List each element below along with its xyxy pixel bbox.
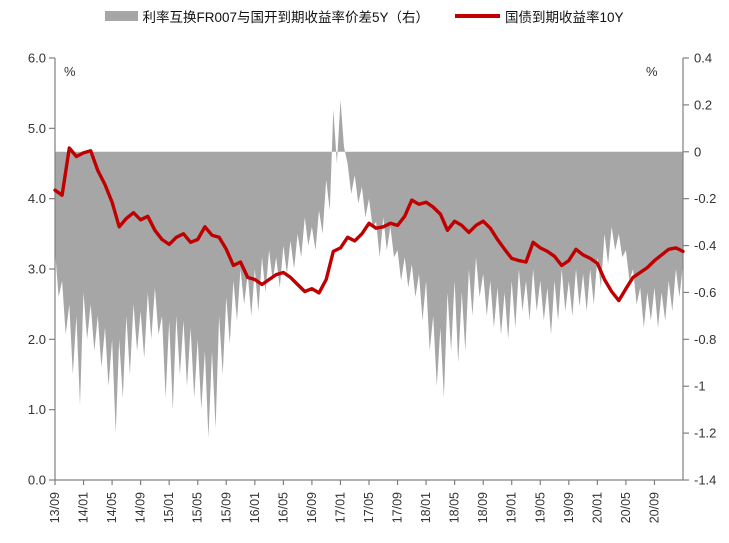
x-tick-label: 13/09	[48, 492, 62, 523]
right-axis-ticks: 0.4 0.2 0 -0.2 -0.4 -0.6 -0.8 -1 -1.2 -1.4	[683, 51, 716, 488]
right-axis-unit-label: %	[646, 64, 658, 79]
x-tick-label: 19/09	[562, 492, 576, 523]
x-tick-label: 17/09	[391, 492, 405, 523]
left-tick-label: 4.0	[28, 191, 46, 206]
left-axis-unit-label: %	[64, 64, 76, 79]
left-tick-label: 1.0	[28, 402, 46, 417]
right-tick-label: -0.6	[694, 285, 716, 300]
right-tick-label: -1.2	[694, 426, 716, 441]
x-tick-label: 18/09	[476, 492, 490, 523]
legend-label-spread: 利率互换FR007与国开到期收益率价差5Y（右）	[142, 10, 429, 25]
x-tick-label: 14/01	[77, 492, 91, 523]
line-swatch-icon	[455, 14, 500, 18]
x-tick-label: 15/05	[191, 492, 205, 523]
x-tick-label: 19/05	[533, 492, 547, 523]
x-tick-label: 15/09	[219, 492, 233, 523]
x-tick-label: 20/01	[590, 492, 604, 523]
area-swatch-icon	[105, 11, 139, 21]
x-tick-label: 15/01	[162, 492, 176, 523]
legend-item-yield: 国债到期收益率10Y	[455, 6, 624, 26]
right-tick-label: -0.4	[694, 238, 716, 253]
x-tick-label: 19/01	[505, 492, 519, 523]
x-tick-label: 14/05	[105, 492, 119, 523]
left-tick-label: 0.0	[28, 473, 46, 488]
right-tick-label: -1.4	[694, 473, 716, 488]
right-tick-label: -0.8	[694, 332, 716, 347]
legend-item-spread: 利率互换FR007与国开到期收益率价差5Y（右）	[105, 6, 429, 26]
left-axis-ticks: 6.0 5.0 4.0 3.0 2.0 1.0 0.0	[28, 51, 55, 488]
left-tick-label: 5.0	[28, 121, 46, 136]
x-axis-ticks: 13/09 14/01 14/05 14/09 15/01 15/05 15/09 16/01…	[48, 480, 662, 523]
left-tick-label: 3.0	[28, 262, 46, 277]
x-tick-label: 18/01	[419, 492, 433, 523]
legend: 利率互换FR007与国开到期收益率价差5Y（右） 国债到期收益率10Y	[0, 6, 729, 26]
legend-label-yield: 国债到期收益率10Y	[505, 10, 624, 25]
x-tick-label: 17/05	[362, 492, 376, 523]
yield-line-series	[53, 146, 685, 303]
x-tick-label: 17/01	[334, 492, 348, 523]
left-tick-label: 2.0	[28, 332, 46, 347]
x-tick-label: 20/05	[619, 492, 633, 523]
spread-area-series	[55, 100, 683, 438]
x-tick-label: 20/09	[648, 492, 662, 523]
x-tick-label: 14/09	[134, 492, 148, 523]
right-tick-label: -1	[694, 379, 706, 394]
x-tick-label: 16/09	[305, 492, 319, 523]
right-tick-label: 0.4	[694, 51, 712, 66]
right-tick-label: -0.2	[694, 191, 716, 206]
right-tick-label: 0	[694, 144, 701, 159]
right-tick-label: 0.2	[694, 97, 712, 112]
left-tick-label: 6.0	[28, 51, 46, 66]
x-tick-label: 18/05	[448, 492, 462, 523]
x-tick-label: 16/01	[248, 492, 262, 523]
x-tick-label: 16/05	[276, 492, 290, 523]
